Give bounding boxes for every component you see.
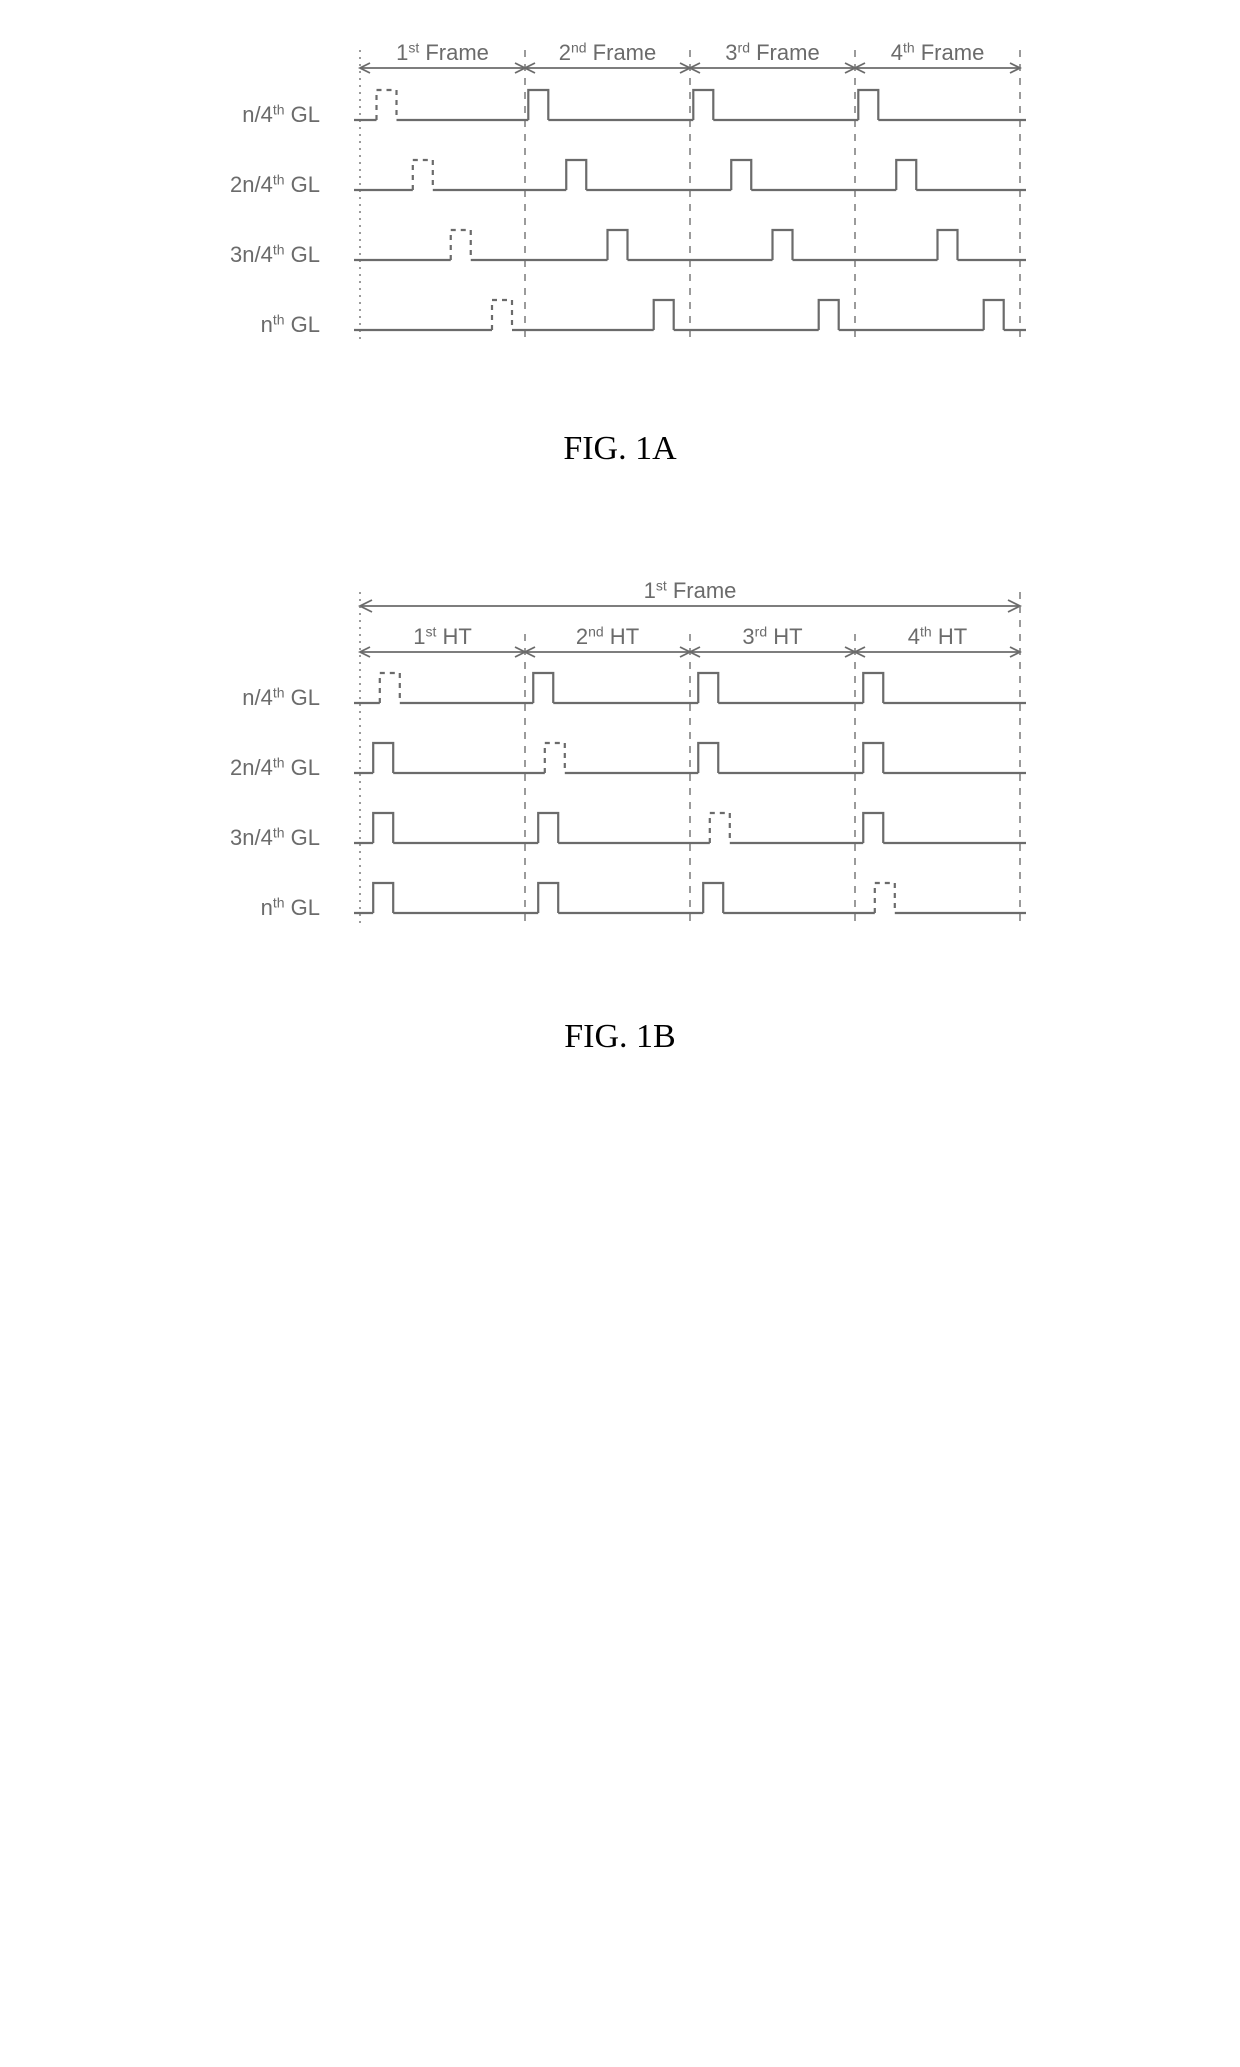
svg-text:n/4th GL: n/4th GL (242, 101, 320, 127)
svg-text:1st Frame: 1st Frame (396, 40, 489, 65)
svg-text:2nd HT: 2nd HT (576, 623, 639, 649)
timing-diagram-b: 1st Frame 1st HT 2nd HT 3rd HT 4th HT n/4th G… (170, 568, 1070, 988)
svg-text:2nd Frame: 2nd Frame (559, 40, 657, 65)
svg-text:3rd HT: 3rd HT (742, 623, 802, 649)
svg-text:3rd Frame: 3rd Frame (725, 40, 819, 65)
svg-text:4th Frame: 4th Frame (891, 40, 985, 65)
svg-text:1st Frame: 1st Frame (644, 577, 737, 603)
svg-text:4th HT: 4th HT (908, 623, 967, 649)
caption-1a: FIG. 1A (170, 430, 1070, 468)
svg-text:nth GL: nth GL (261, 311, 320, 337)
caption-1b: FIG. 1B (170, 1018, 1070, 1056)
svg-text:nth GL: nth GL (261, 894, 320, 920)
timing-diagram-a: 1st Frame 2nd Frame 3rd Frame 4th Frame n/4t… (170, 40, 1070, 400)
svg-text:2n/4th GL: 2n/4th GL (230, 754, 320, 780)
svg-text:2n/4th GL: 2n/4th GL (230, 171, 320, 197)
svg-text:n/4th GL: n/4th GL (242, 684, 320, 710)
svg-text:3n/4th GL: 3n/4th GL (230, 241, 320, 267)
svg-text:1st HT: 1st HT (413, 623, 472, 649)
figure-1b: 1st Frame 1st HT 2nd HT 3rd HT 4th HT n/4th G… (170, 568, 1070, 1056)
svg-text:3n/4th GL: 3n/4th GL (230, 824, 320, 850)
figure-1a: 1st Frame 2nd Frame 3rd Frame 4th Frame n/4t… (170, 40, 1070, 468)
